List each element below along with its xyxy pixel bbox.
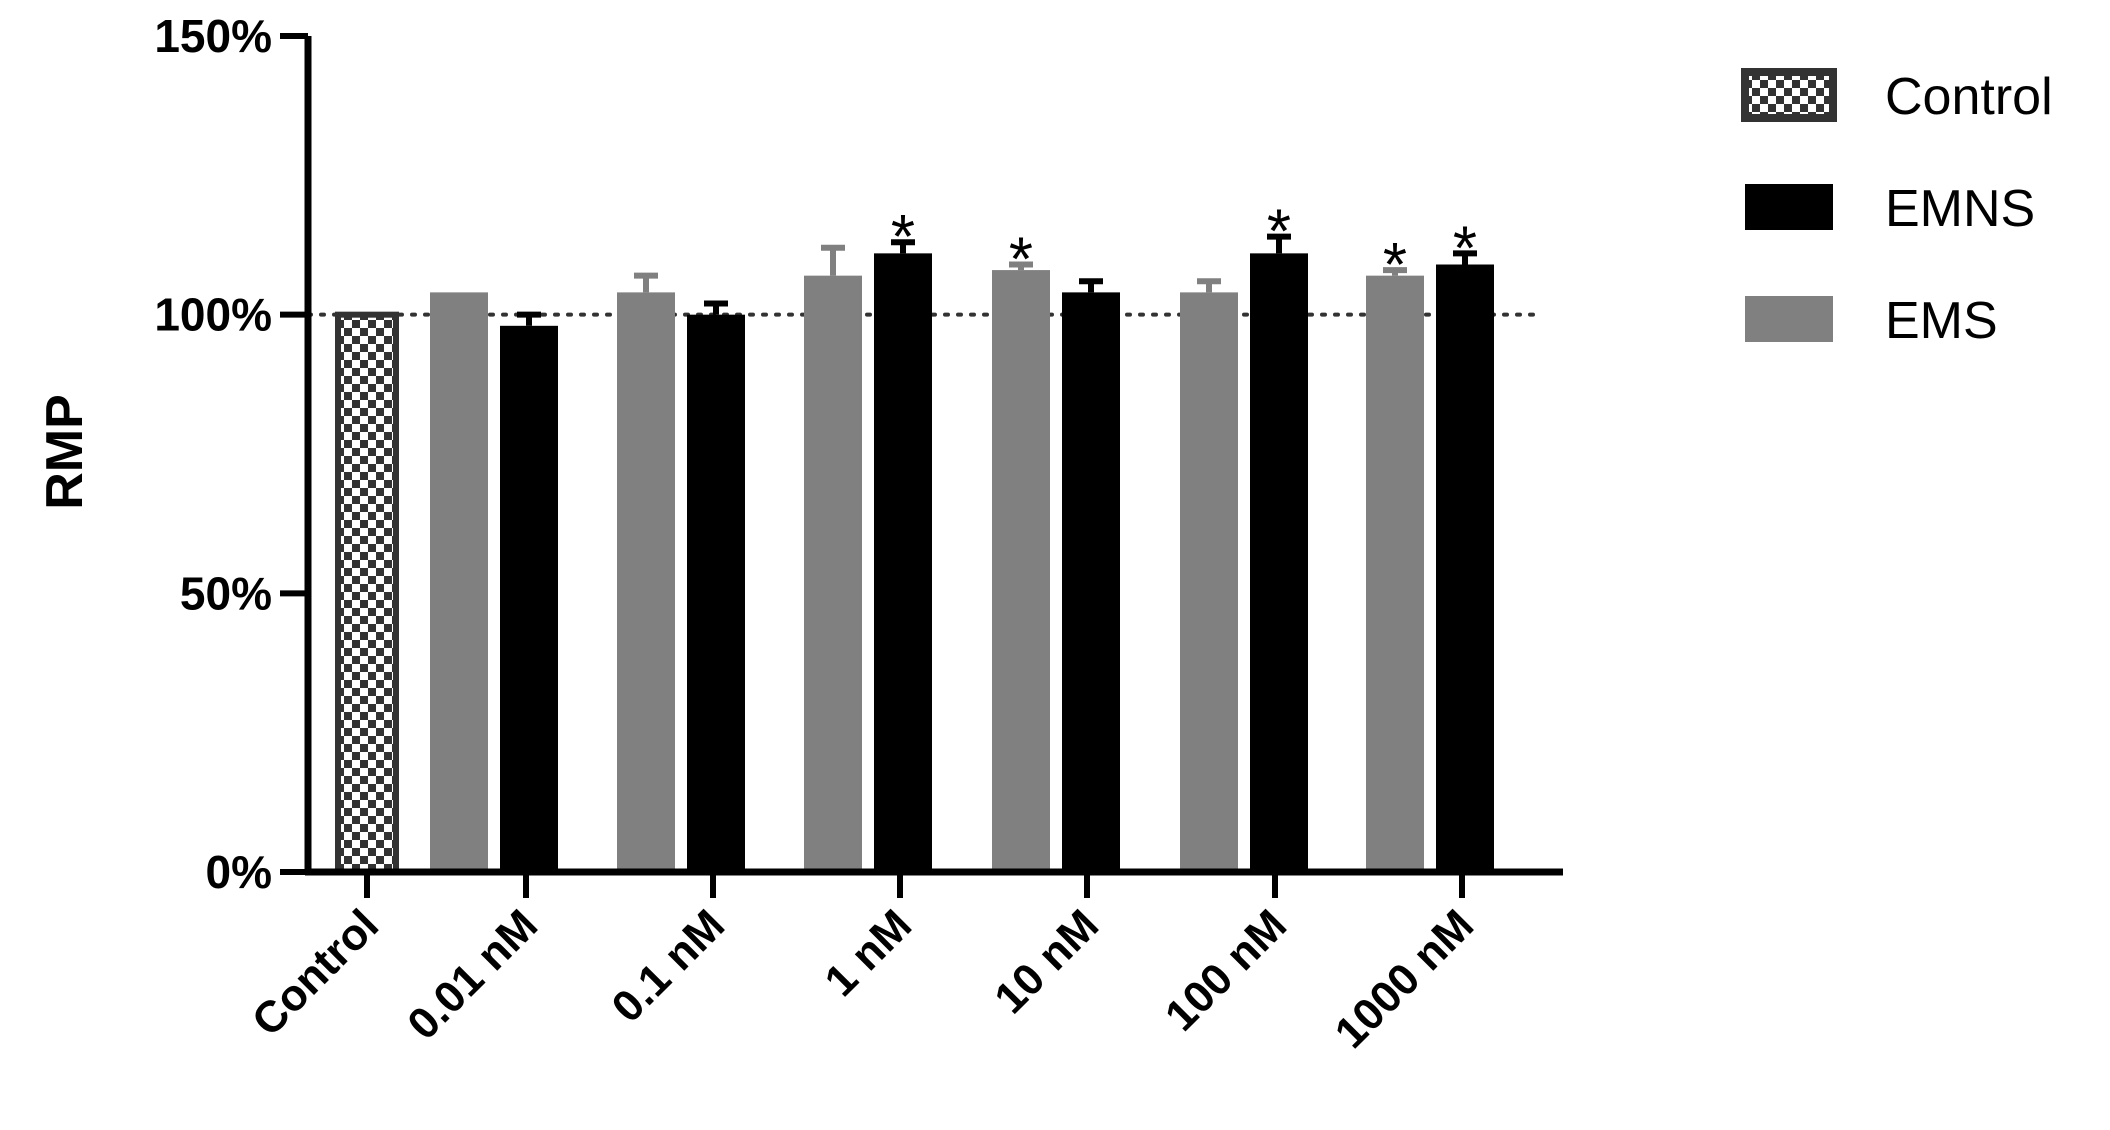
bar-emns-3 [874, 253, 932, 873]
bar-ems-3 [804, 275, 862, 872]
y-tick-label-1: 50% [180, 567, 272, 619]
bar-emns-5 [1250, 253, 1308, 873]
bar-ems-4 [992, 270, 1050, 873]
y-tick-label-2: 100% [154, 289, 272, 341]
y-axis-title: RMP [36, 394, 94, 510]
legend-label-control: Control [1885, 68, 2053, 126]
y-tick-label-3: 150% [154, 10, 272, 62]
x-tick-label-0: Control [243, 900, 388, 1045]
significance-star-emns-3: * [891, 203, 915, 272]
legend-label-emns: EMNS [1885, 180, 2035, 238]
significance-star-emns-6: * [1453, 214, 1477, 283]
legend-swatch-control [1741, 68, 1837, 122]
bar-ems-1 [430, 292, 488, 873]
legend: Control EMNS EMS [1741, 68, 2053, 350]
bar-ems-2 [617, 292, 675, 873]
x-tick-label-4: 10 nM [985, 900, 1108, 1023]
significance-star-ems-6: * [1383, 231, 1407, 300]
bar-control-0 [335, 311, 399, 875]
x-tick-label-3: 1 nM [816, 900, 922, 1006]
axes: 0% 50% 100% 150% RMP Control 0.01 nM 0.1 nM 1 nM… [36, 10, 1563, 1058]
bar-emns-6 [1436, 264, 1494, 872]
bar-emns-1 [500, 325, 558, 872]
legend-label-ems: EMS [1885, 292, 1998, 350]
y-tick-label-0: 0% [206, 846, 272, 898]
significance-star-emns-5: * [1267, 198, 1291, 267]
legend-swatch-ems [1745, 296, 1833, 342]
legend-swatch-emns [1745, 184, 1833, 230]
x-tick-label-6: 1000 nM [1326, 900, 1483, 1057]
plot-area: * * * * * [306, 198, 1535, 875]
bar-ems-5 [1180, 292, 1238, 873]
bar-emns-4 [1062, 292, 1120, 873]
x-tick-label-5: 100 nM [1156, 900, 1296, 1040]
x-tick-label-1: 0.01 nM [398, 900, 547, 1049]
bar-emns-2 [687, 314, 745, 873]
significance-star-ems-4: * [1009, 226, 1033, 295]
bar-ems-6 [1366, 275, 1424, 872]
x-tick-label-2: 0.1 nM [603, 900, 734, 1031]
